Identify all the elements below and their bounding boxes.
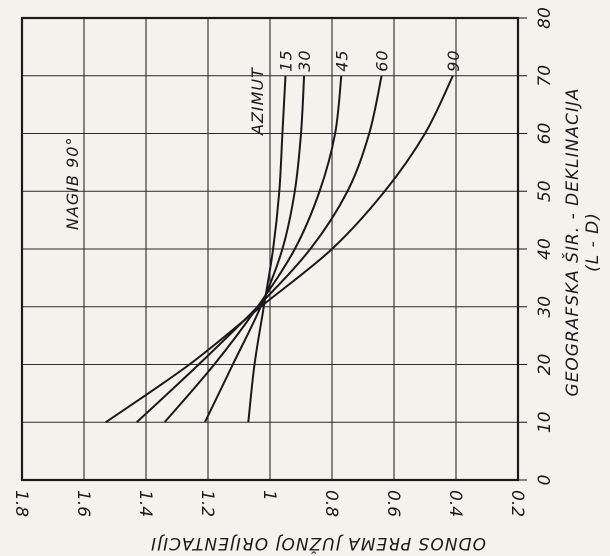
x-tick-label-1: 1.6 (73, 490, 93, 517)
x-tick-label-2: 1.4 (135, 490, 155, 517)
x-tick-label-5: 0.8 (321, 490, 341, 517)
series-line-45 (163, 75, 343, 423)
x-axis-label: ODNOS PREMA JUŽNOJ ORIJENTACIJI (150, 533, 486, 555)
y-tick-label-8: 80 (535, 7, 555, 29)
y-tick-label-6: 60 (535, 123, 555, 145)
series-label-45: 45 (332, 49, 351, 71)
x-tick-labels: 1.8 1.6 1.4 1.2 1 0.8 0.6 0.4 0.2 (11, 490, 527, 517)
y-tick-label-4: 40 (535, 238, 555, 260)
annotation-azimut: AZIMUT (248, 67, 267, 136)
y-tick-labels: 0 10 20 30 40 50 60 70 80 (535, 7, 555, 485)
y-axis-label-line2: (L - D) (583, 212, 603, 272)
series-label-90: 90 (444, 49, 463, 71)
x-tick-label-4: 1 (259, 490, 279, 501)
series-line-90 (105, 75, 454, 424)
x-tick-label-8: 0.2 (507, 490, 527, 517)
y-tick-label-0: 0 (535, 475, 555, 486)
series-label-60: 60 (373, 49, 392, 71)
series-line-15 (247, 75, 287, 423)
plot-frame (20, 16, 520, 482)
series-label-15: 15 (277, 49, 296, 71)
series-label-30: 30 (295, 49, 314, 71)
grid (20, 16, 527, 482)
x-tick-label-0: 1.8 (11, 490, 31, 517)
y-axis-label-line1: GEOGRAFSKA ŠIR. - DEKLINACIJA (561, 88, 583, 397)
y-tick-label-1: 10 (535, 411, 555, 433)
y-tick-label-5: 50 (535, 180, 555, 202)
y-tick-label-7: 70 (535, 65, 555, 87)
y-tick-label-3: 30 (535, 296, 555, 318)
series-line-60 (136, 75, 383, 423)
annotation-nagib: NAGIB 90° (63, 137, 82, 230)
y-tick-label-2: 20 (535, 354, 555, 376)
curves (105, 75, 454, 424)
x-tick-label-7: 0.4 (445, 490, 465, 517)
series-labels: 15 30 45 60 90 (277, 49, 463, 71)
x-tick-label-6: 0.6 (383, 490, 403, 517)
x-tick-label-3: 1.2 (197, 490, 217, 517)
series-line-30 (203, 75, 306, 423)
